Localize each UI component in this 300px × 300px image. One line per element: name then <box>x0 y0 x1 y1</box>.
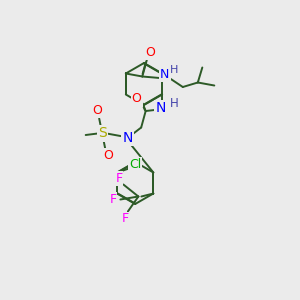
Text: H: H <box>170 97 178 110</box>
Text: Cl: Cl <box>129 158 141 171</box>
Text: N: N <box>160 68 170 81</box>
Text: O: O <box>145 46 155 59</box>
Text: O: O <box>93 104 103 118</box>
Text: O: O <box>103 149 113 163</box>
Text: F: F <box>109 193 116 206</box>
Text: N: N <box>155 101 166 115</box>
Text: H: H <box>169 64 178 75</box>
Text: N: N <box>122 131 133 145</box>
Text: F: F <box>115 172 122 185</box>
Text: S: S <box>98 127 106 140</box>
Text: F: F <box>121 212 128 226</box>
Text: O: O <box>132 92 142 106</box>
